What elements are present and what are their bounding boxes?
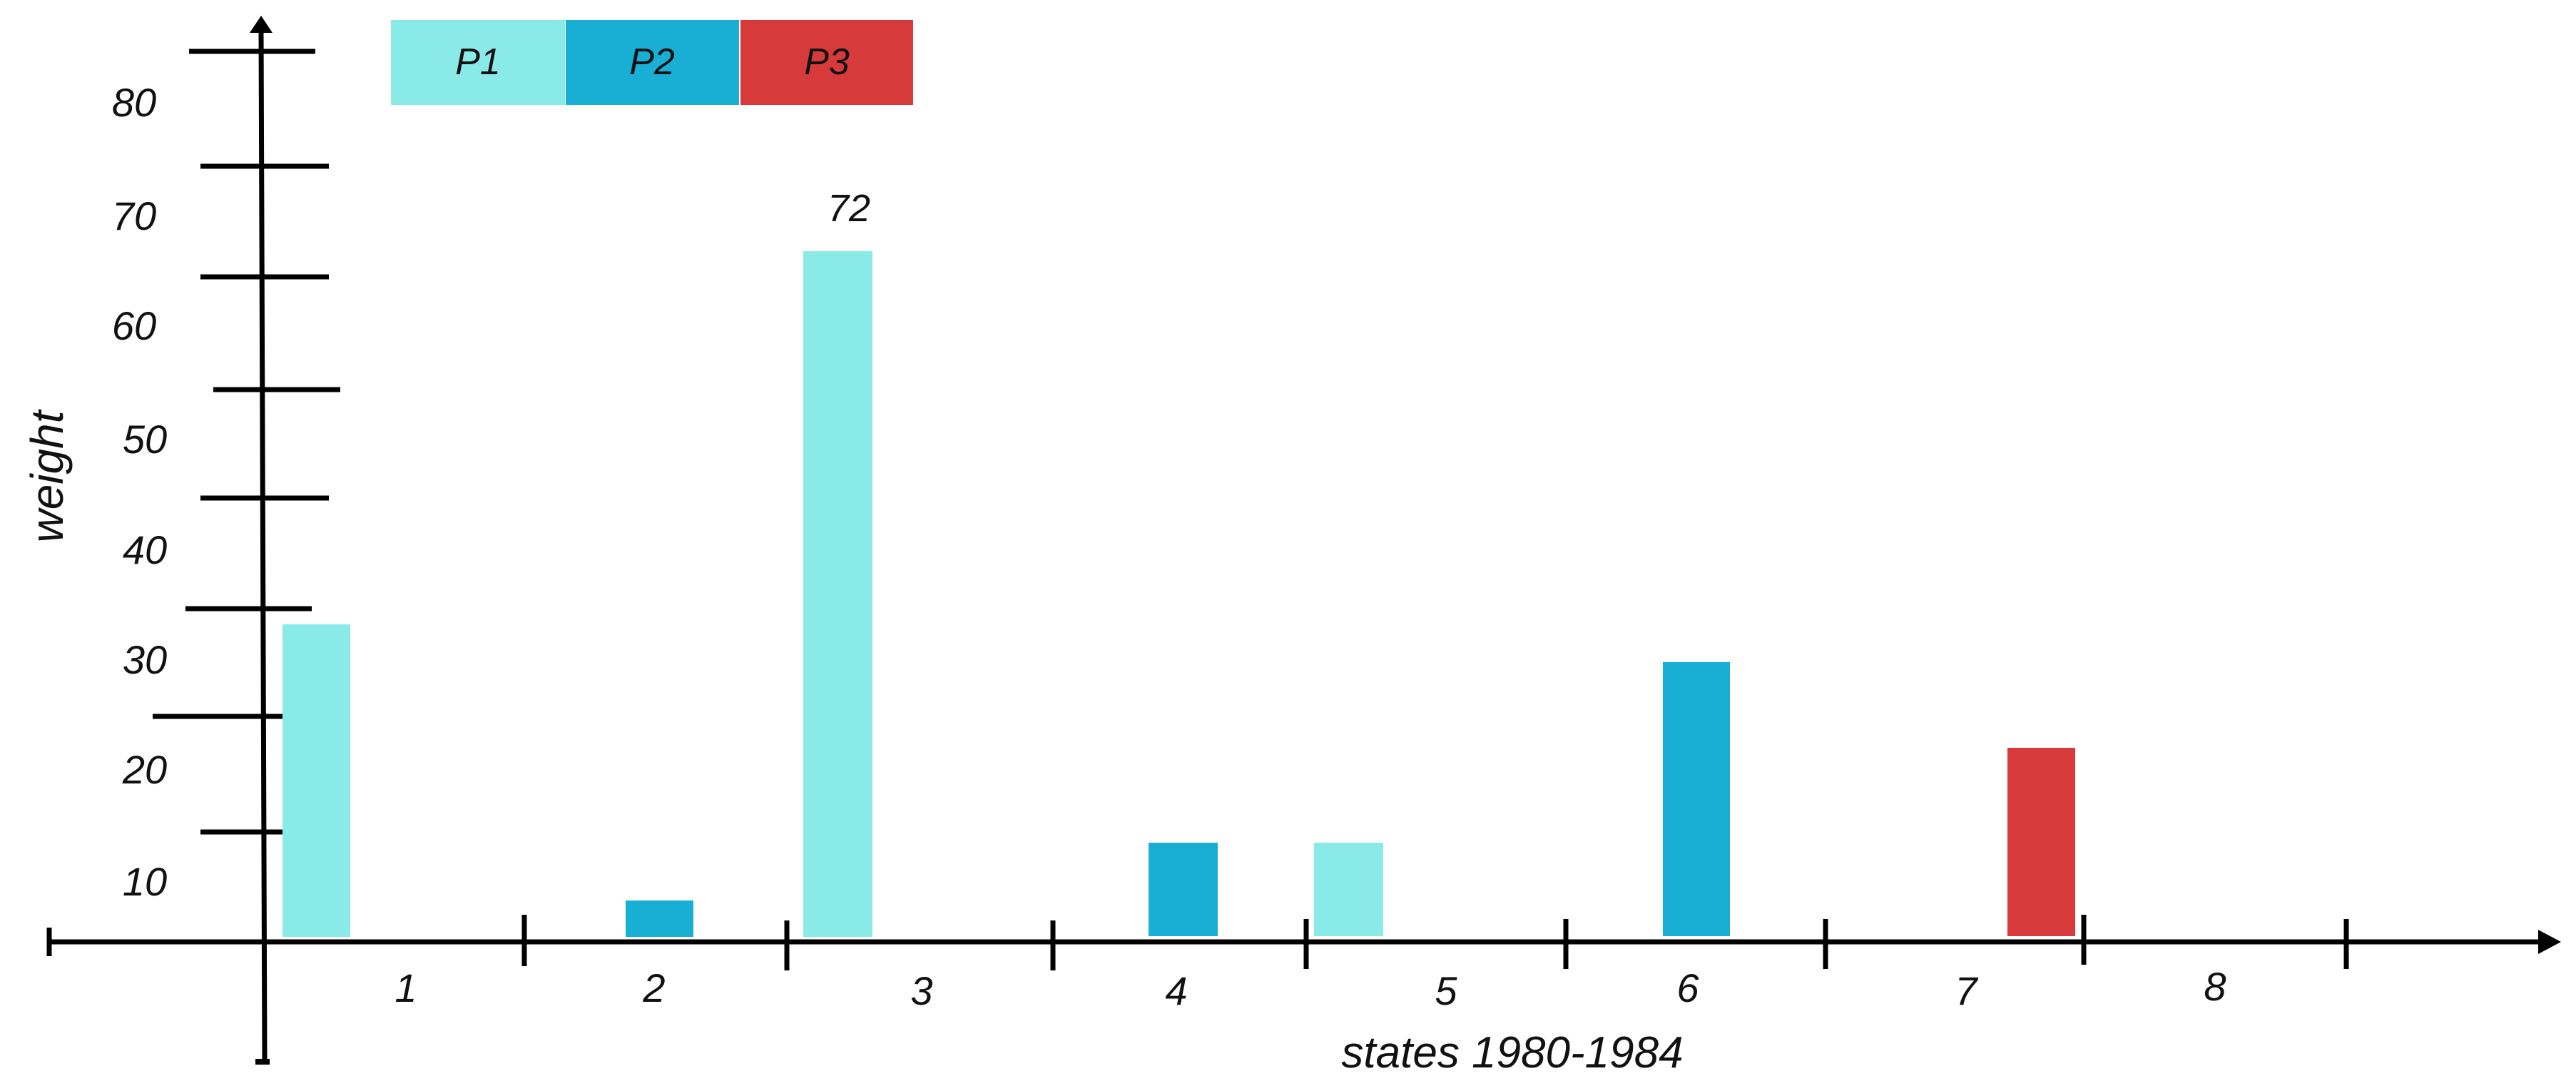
x-tick-4: 4 bbox=[1165, 968, 1187, 1013]
y-tick-70: 70 bbox=[112, 193, 156, 238]
bar-3-value-label: 72 bbox=[828, 187, 870, 230]
bar-4-p2 bbox=[1149, 843, 1218, 936]
bar-2-p2 bbox=[626, 900, 693, 937]
legend-label-p3: P3 bbox=[804, 41, 850, 83]
y-tick-80: 80 bbox=[112, 80, 156, 125]
x-tick-7: 7 bbox=[1955, 968, 1978, 1013]
x-tick-labels: 1 2 3 4 5 6 7 8 bbox=[394, 964, 2226, 1013]
legend-swatch-p1 bbox=[391, 20, 565, 105]
bar-6-p2 bbox=[1663, 662, 1730, 936]
legend-swatch-p3 bbox=[740, 20, 913, 105]
y-tick-10: 10 bbox=[123, 859, 167, 904]
x-tick-5: 5 bbox=[1435, 968, 1457, 1013]
y-axis-arrow-icon bbox=[250, 16, 273, 33]
y-tick-labels: 80 70 60 50 40 30 20 10 bbox=[112, 80, 167, 904]
x-tick-2: 2 bbox=[642, 965, 665, 1010]
x-axis-title: states 1980-1984 bbox=[1341, 1028, 1683, 1077]
bar-1-p1 bbox=[282, 624, 350, 937]
y-tick-30: 30 bbox=[123, 637, 167, 682]
x-axis-arrow-icon bbox=[2538, 930, 2561, 954]
x-tick-8: 8 bbox=[2204, 964, 2226, 1009]
x-tick-6: 6 bbox=[1676, 965, 1699, 1010]
y-axis-title: weight bbox=[21, 409, 73, 542]
bar-3-p1 bbox=[803, 251, 872, 937]
legend-label-p2: P2 bbox=[629, 41, 675, 83]
y-tick-60: 60 bbox=[112, 303, 156, 348]
x-tick-1: 1 bbox=[394, 965, 417, 1010]
y-tick-50: 50 bbox=[123, 417, 167, 462]
bar-7-p3 bbox=[2007, 748, 2075, 936]
y-tick-40: 40 bbox=[123, 527, 167, 572]
bar-5-p1 bbox=[1314, 843, 1383, 936]
y-tick-20: 20 bbox=[122, 747, 167, 792]
x-axis bbox=[46, 915, 2540, 970]
x-tick-3: 3 bbox=[910, 968, 932, 1013]
legend: P1 P2 P3 bbox=[391, 20, 913, 105]
legend-swatch-p2 bbox=[566, 20, 739, 105]
bars bbox=[282, 251, 2075, 937]
legend-label-p1: P1 bbox=[455, 41, 501, 83]
y-axis bbox=[153, 28, 340, 1065]
